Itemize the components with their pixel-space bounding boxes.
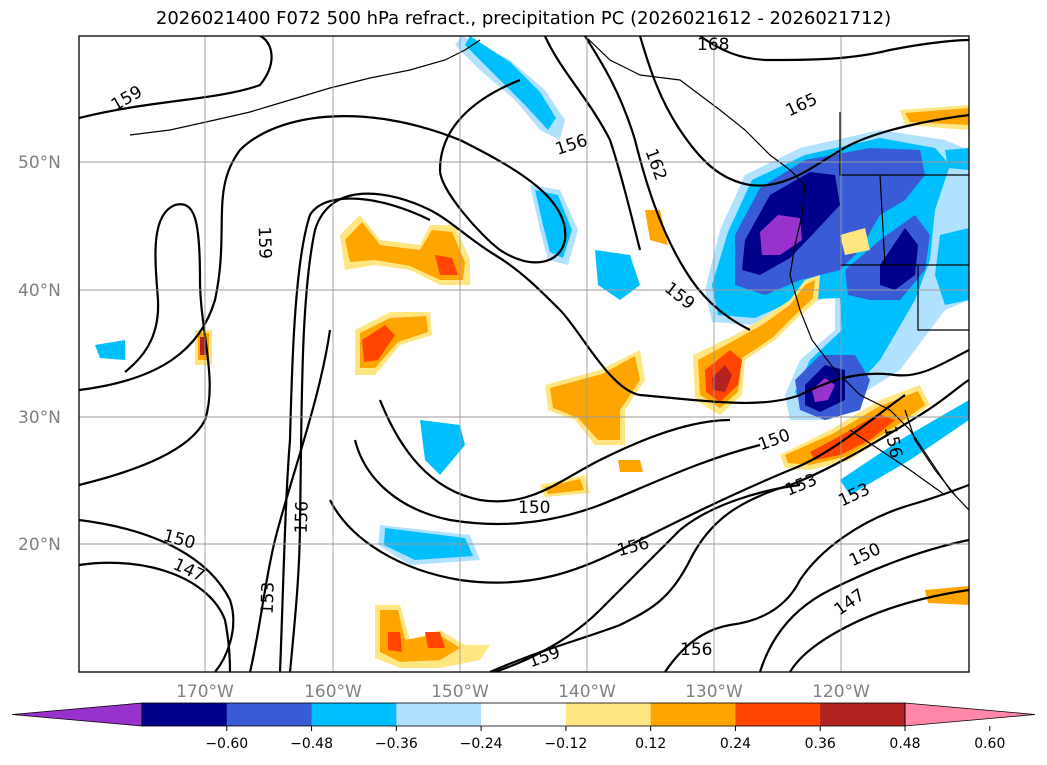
colorbar-tick-label: 0.36	[805, 736, 836, 752]
longitude-labels: 170°W 160°W 150°W 140°W 130°W 120°W	[176, 682, 870, 702]
colorbar-outline	[141, 702, 906, 727]
lat-label: 40°N	[18, 281, 61, 301]
colorbar-swatch	[142, 703, 228, 726]
colorbar-tick-label: 0.12	[635, 736, 666, 752]
lon-label: 160°W	[304, 682, 362, 702]
colorbar-swatch	[650, 703, 736, 726]
map-area: 159 156 168 165 162 159 159 150 153 156 …	[79, 35, 969, 672]
contour-label: 156	[680, 640, 712, 660]
colorbar-tick-label: −0.12	[544, 736, 587, 752]
lon-label: 140°W	[558, 682, 616, 702]
map-title: 2026021400 F072 500 hPa refract., precip…	[155, 8, 892, 29]
colorbar-extend-high	[904, 702, 1036, 727]
lon-label: 150°W	[431, 682, 489, 702]
precip-positive-shading	[195, 105, 969, 668]
contour-label: 153	[258, 581, 279, 614]
lat-label: 30°N	[18, 408, 61, 428]
colorbar-tick-label: 0.60	[974, 736, 1005, 752]
lon-label: 170°W	[176, 682, 234, 702]
colorbar-swatch	[565, 703, 652, 726]
colorbar-swatch	[396, 703, 482, 726]
colorbar-tick-label: −0.60	[205, 736, 248, 752]
coastlines	[129, 36, 969, 511]
precip-negative-shading	[95, 36, 969, 565]
contour-label: 168	[697, 35, 729, 55]
refractivity-contours	[79, 36, 969, 672]
colorbar-tick-label: 0.24	[720, 736, 751, 752]
colorbar-tick-label: 0.48	[889, 736, 920, 752]
colorbar-swatch	[735, 703, 821, 726]
contour-label: 159	[254, 226, 275, 259]
colorbar-swatch	[311, 703, 397, 726]
contour-label: 150	[518, 498, 550, 518]
colorbar-swatch	[226, 703, 313, 726]
lon-label: 130°W	[685, 682, 743, 702]
colorbar-tick-label: −0.24	[460, 736, 503, 752]
colorbar-tick-label: −0.36	[375, 736, 418, 752]
colorbar: −0.60 −0.48 −0.36 −0.24 −0.12 0.12 0.24 0.36 0.4…	[11, 702, 1036, 752]
colorbar-extend-low	[11, 702, 143, 727]
graticule	[79, 36, 969, 672]
latitude-labels: 50°N 40°N 30°N 20°N	[18, 153, 61, 555]
colorbar-swatch	[481, 703, 567, 726]
lat-label: 50°N	[18, 153, 61, 173]
colorbar-swatch	[820, 703, 906, 726]
contour-label: 156	[292, 501, 313, 534]
colorbar-tick-label: −0.48	[290, 736, 333, 752]
lat-label: 20°N	[18, 535, 61, 555]
lon-label: 120°W	[812, 682, 870, 702]
map-frame	[78, 35, 970, 673]
